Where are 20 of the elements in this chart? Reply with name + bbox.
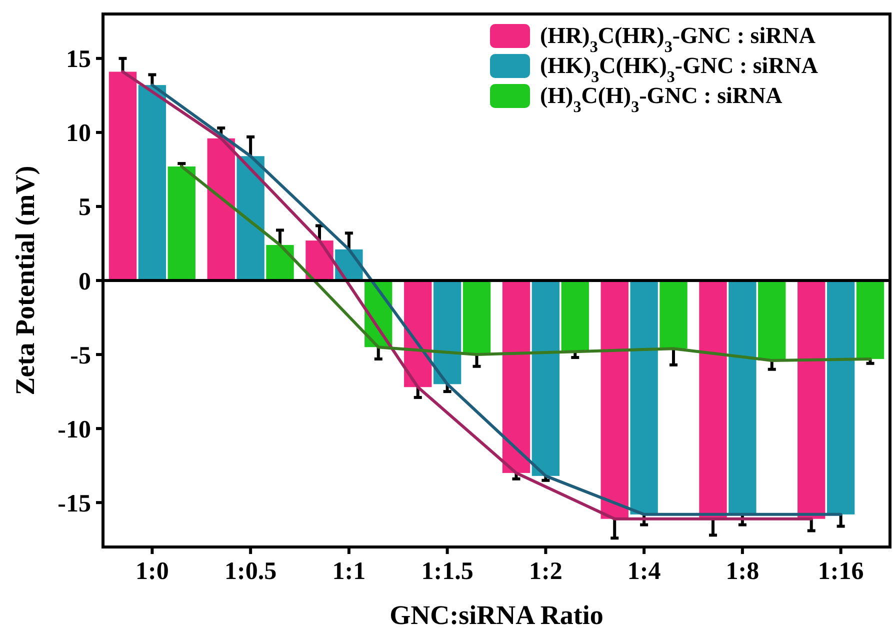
y-tick-label: -5	[70, 342, 91, 370]
y-tick-label: 15	[66, 46, 91, 74]
y-tick-label: 10	[66, 120, 91, 148]
x-tick-label: 1:2	[529, 558, 562, 585]
x-tick-label: 1:8	[726, 558, 760, 585]
y-tick-label: 0	[78, 268, 91, 296]
x-tick-label: 1:1.5	[421, 558, 474, 585]
x-tick-label: 1:0	[136, 558, 169, 585]
x-axis-title: GNC:siRNA Ratio	[390, 600, 604, 630]
y-axis-title: Zeta Potential (mV)	[10, 166, 40, 396]
x-tick-label: 1:16	[818, 558, 864, 585]
x-tick-label: 1:4	[627, 558, 662, 585]
y-tick-label: -15	[58, 490, 91, 518]
legend-label: (HK)$_{3}$C(HK)$_{3}$-GNC : siRNA	[540, 53, 818, 86]
legend-label: (H)$_{3}$C(H)$_{3}$-GNC : siRNA	[540, 83, 783, 116]
y-tick-label: 5	[78, 194, 91, 222]
y-tick-label: -10	[58, 416, 91, 444]
x-tick-label: 1:0.5	[224, 558, 277, 585]
x-tick-label: 1:1	[332, 558, 366, 585]
legend-label: (HR)$_{3}$C(HR)$_{3}$-GNC : siRNA	[540, 23, 816, 56]
